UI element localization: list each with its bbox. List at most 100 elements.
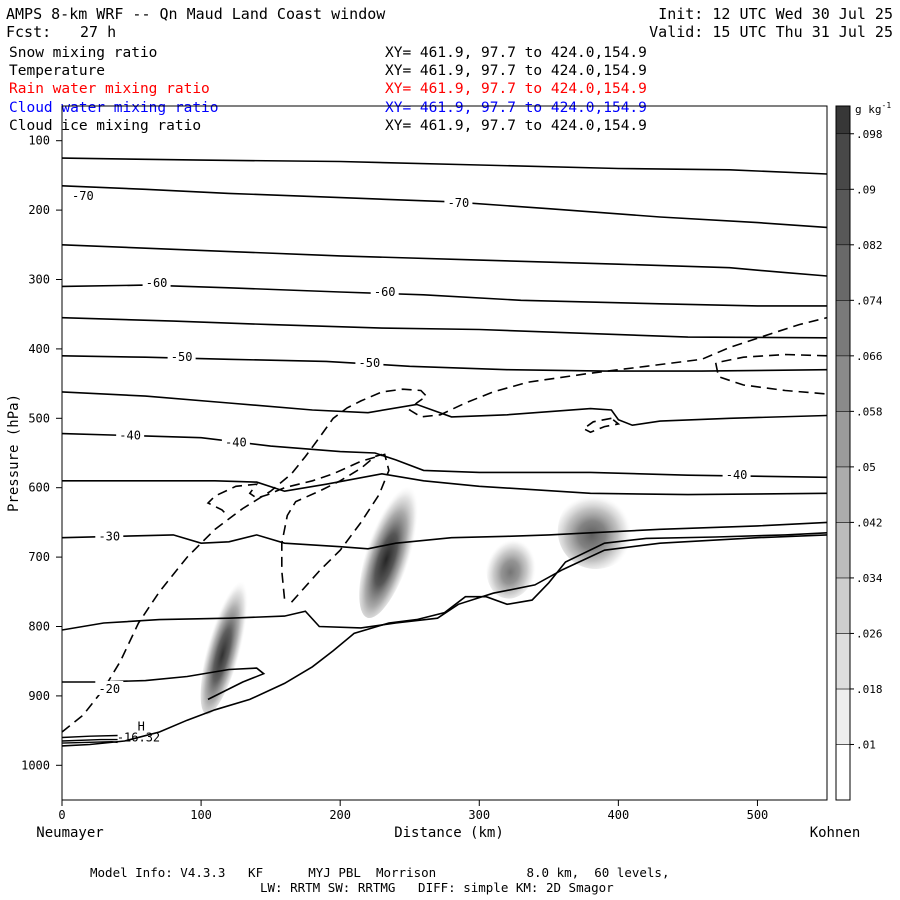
colorbar-swatch	[835, 633, 851, 690]
contour-label: -40	[119, 429, 141, 443]
x-axis-label: Distance (km)	[394, 825, 504, 841]
y-tick-label: 300	[28, 273, 50, 287]
colorbar-swatch	[835, 466, 851, 523]
cloud-ice-contour	[281, 453, 383, 599]
contour-label: -30	[98, 529, 120, 543]
colorbar-swatch	[835, 744, 851, 801]
contour-label: -60	[374, 285, 396, 299]
isotherm	[62, 391, 827, 427]
contour-label-bg	[142, 274, 171, 289]
surface-contour	[62, 734, 118, 739]
contour-label: -40	[726, 468, 748, 482]
field-name: Rain water mixing ratio	[9, 81, 210, 98]
isotherm	[62, 244, 827, 277]
contour-label-bg	[355, 354, 384, 369]
y-tick-label: 600	[28, 481, 50, 495]
extremum-label: -16.32	[117, 731, 160, 745]
colorbar-label: .05	[856, 461, 876, 474]
colorbar-unit: g kg-1	[855, 101, 891, 116]
contour-label-bg	[370, 283, 399, 298]
field-name: Temperature	[9, 63, 106, 80]
colorbar: .01 .018 .026 .034 .042 .05 .058 .066 .074 .082 .0…	[835, 105, 883, 801]
x-right-station: Kohnen	[810, 825, 861, 841]
colorbar-swatch	[835, 189, 851, 246]
x-tick-label: 200	[329, 808, 351, 822]
contour-label-bg	[221, 434, 250, 449]
colorbar-swatch	[835, 688, 851, 745]
forecast-value: 27 h	[80, 23, 117, 41]
cloud-ice-contour	[206, 453, 390, 603]
colorbar-label: .034	[856, 572, 883, 585]
field-xy-range: XY= 461.9, 97.7 to 424.0,154.9	[385, 99, 647, 116]
extremum-label: H	[138, 719, 145, 733]
forecast-label: Fcst:	[6, 23, 52, 41]
y-tick-label: 800	[28, 620, 50, 634]
x-tick-label: 300	[468, 808, 490, 822]
y-tick-label: 1000	[21, 758, 50, 772]
colorbar-label: .09	[856, 183, 876, 196]
y-tick-label: 700	[28, 550, 50, 564]
y-axis-label: Pressure (hPa)	[6, 394, 22, 512]
contour-label: -60	[146, 276, 168, 290]
terrain-surface	[62, 532, 827, 747]
cloud-ice-contours	[62, 316, 827, 733]
isotherm	[62, 534, 827, 631]
y-axis: 100 200 300 400 500 600 700 800 900 1000	[21, 134, 62, 772]
terrain-line	[62, 532, 827, 747]
contour-label-bg	[95, 528, 124, 543]
model-info-line1: Model Info: V4.3.3 KF MYJ PBL Morrison 8…	[90, 865, 670, 880]
field-xy-range: XY= 461.9, 97.7 to 424.0,154.9	[385, 117, 647, 134]
field-name: Snow mixing ratio	[9, 45, 158, 61]
contour-label-bg	[116, 427, 145, 442]
valid-time: Valid: 15 UTC Thu 31 Jul 25	[649, 23, 893, 41]
contour-label-bg	[68, 188, 97, 203]
colorbar-label: .018	[856, 683, 883, 696]
isotherm	[62, 432, 827, 479]
colorbar-swatch	[835, 522, 851, 579]
x-tick-label: 500	[747, 808, 769, 822]
contour-label: -70	[448, 196, 470, 210]
field-xy-range: XY= 461.9, 97.7 to 424.0,154.9	[385, 81, 647, 98]
colorbar-swatch	[835, 355, 851, 412]
contour-label-bg	[722, 467, 751, 482]
colorbar-swatch	[835, 411, 851, 468]
colorbar-frame	[835, 105, 851, 801]
cloud-ice-contour	[582, 417, 621, 434]
colorbar-label: .098	[856, 128, 883, 141]
isotherm	[62, 472, 827, 496]
colorbar-swatch	[835, 105, 851, 135]
colorbar-swatch	[835, 577, 851, 634]
colorbar-swatch	[835, 133, 851, 190]
chart-title: AMPS 8-km WRF -- Qn Maud Land Coast wind…	[6, 5, 386, 23]
contour-label: -20	[98, 682, 120, 696]
field-name: Cloud ice mixing ratio	[9, 117, 202, 134]
colorbar-label: .074	[856, 294, 883, 307]
contour-label: -70	[72, 189, 94, 203]
cross-section-chart: -70 -70 -60 -60 -50 -50 -40 -40 -40 -30 -20 H-16.32…	[6, 101, 891, 841]
cloud-ice-contour	[714, 353, 827, 395]
y-tick-label: 400	[28, 342, 50, 356]
field-xy-range: XY= 461.9, 97.7 to 424.0,154.9	[385, 63, 647, 80]
x-tick-label: 100	[190, 808, 212, 822]
temperature-contours	[62, 157, 827, 701]
isotherm	[62, 316, 827, 339]
colorbar-swatch	[835, 244, 851, 301]
colorbar-label: .066	[856, 350, 883, 363]
x-axis: 0 100 200 300 400 500	[58, 800, 768, 822]
snow-mixing-ratio-shading	[200, 471, 638, 715]
contour-label-bg	[95, 680, 124, 695]
isotherm	[62, 157, 827, 175]
surface-contour	[62, 740, 118, 744]
colorbar-label: .026	[856, 627, 883, 640]
isotherm	[62, 521, 827, 550]
colorbar-label: .058	[856, 405, 883, 418]
y-tick-label: 900	[28, 689, 50, 703]
field-name: Cloud water mixing ratio	[9, 99, 219, 116]
colorbar-label: .082	[856, 239, 883, 252]
contour-label: -50	[359, 356, 381, 370]
y-tick-label: 100	[28, 134, 50, 148]
contour-label: -50	[171, 350, 193, 364]
plot-frame	[61, 105, 828, 801]
isotherm	[62, 667, 266, 701]
field-xy-range: XY= 461.9, 97.7 to 424.0,154.9	[385, 45, 647, 61]
